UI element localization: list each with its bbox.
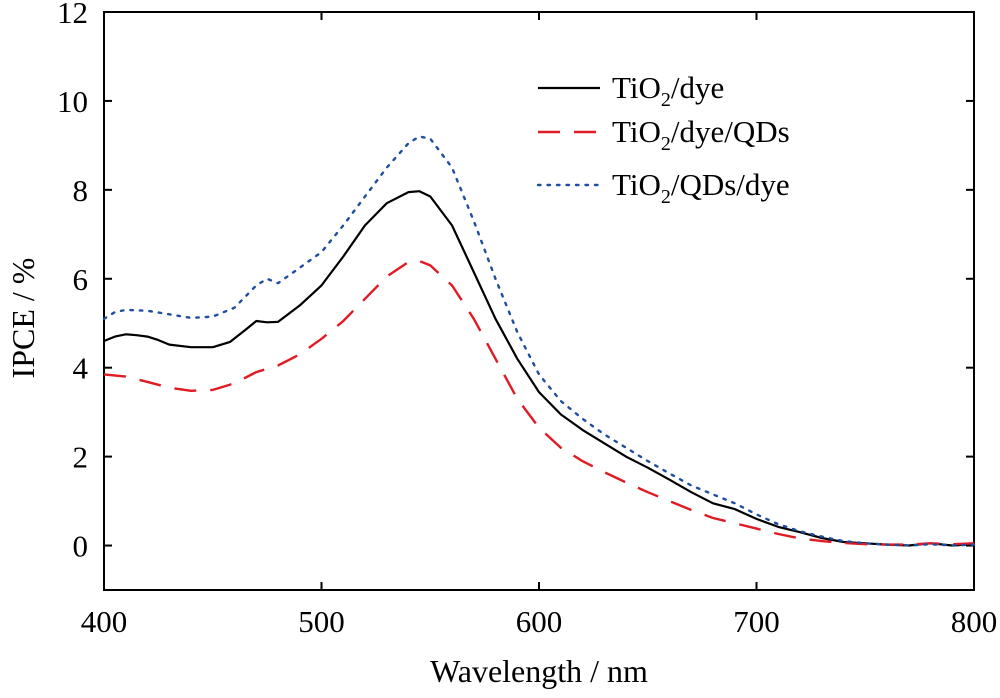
series-layer — [102, 135, 976, 547]
x-axis-title: Wavelength / nm — [430, 653, 648, 689]
y-tick-label-2: 2 — [73, 440, 89, 475]
y-tick-label-8: 8 — [73, 173, 89, 208]
x-tick-label-500: 500 — [298, 604, 345, 639]
x-tick-label-700: 700 — [733, 604, 780, 639]
legend-label-main: TiO — [612, 114, 661, 149]
legend-label-3: TiO2/QDs/dye — [612, 167, 790, 208]
x-tick-label-400: 400 — [81, 604, 128, 639]
plot-frame — [103, 11, 975, 591]
y-tick-label-10: 10 — [57, 84, 88, 119]
axis-tick-labels: 400 500 600 700 800 0 2 4 6 8 10 12 — [57, 0, 997, 639]
y-tick-label-4: 4 — [73, 351, 89, 386]
y-tick-label-6: 6 — [73, 262, 89, 297]
legend-label-2: TiO2/dye/QDs — [612, 114, 790, 155]
legend-label-subscript: 2 — [661, 186, 671, 208]
y-tick-label-0: 0 — [73, 529, 89, 564]
legend-label-main: TiO — [612, 167, 661, 202]
series-line-3 — [102, 135, 976, 547]
y-tick-label-12: 12 — [57, 0, 88, 30]
legend-label-1: TiO2/dye — [612, 70, 724, 111]
series-line-2 — [103, 259, 975, 546]
legend-label-rest: /QDs/dye — [671, 167, 790, 202]
series-line-1 — [103, 190, 975, 547]
legend-label-subscript: 2 — [661, 133, 671, 155]
legend-label-rest: /dye/QDs — [671, 114, 790, 149]
y-axis-title: IPCE / % — [5, 258, 41, 379]
legend-label-main: TiO — [612, 70, 661, 105]
axis-ticks — [103, 11, 975, 590]
legend-label-subscript: 2 — [661, 89, 671, 111]
legend-label-rest: /dye — [671, 70, 724, 105]
x-tick-label-800: 800 — [951, 604, 998, 639]
x-tick-label-600: 600 — [516, 604, 563, 639]
